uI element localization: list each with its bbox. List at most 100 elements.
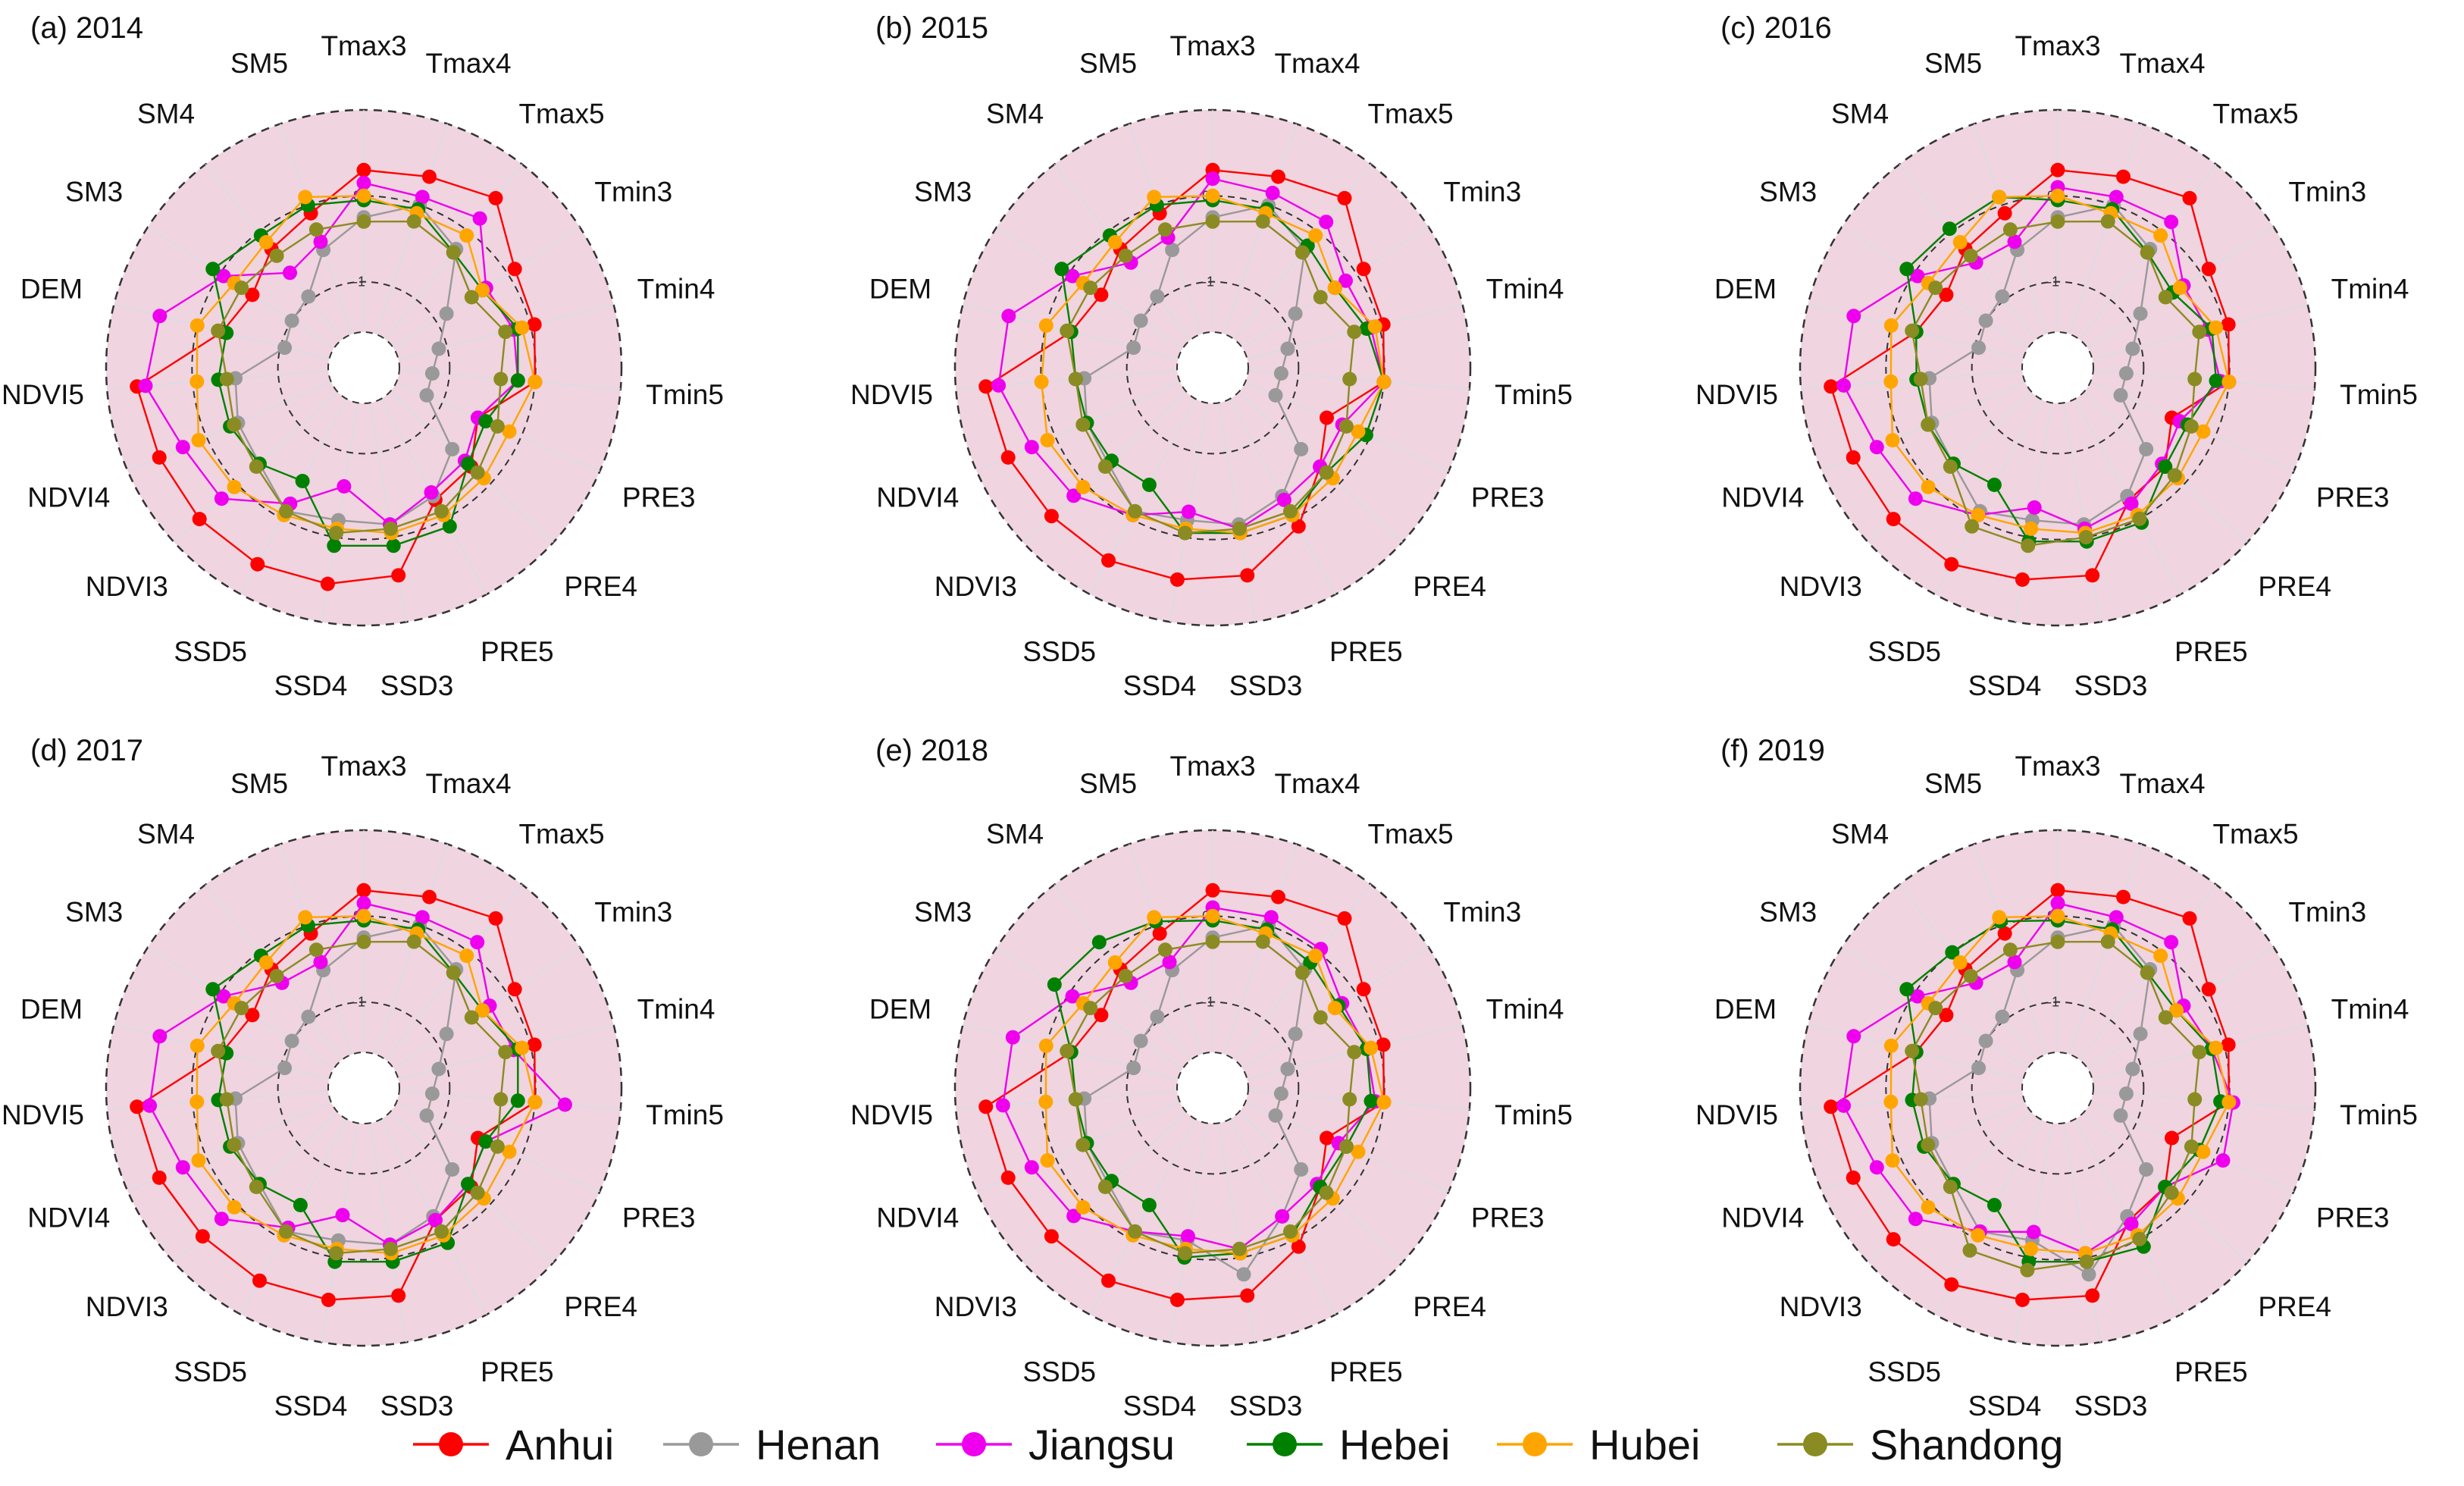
data-point-shandong [211, 323, 226, 338]
data-point-hubei [1883, 318, 1899, 333]
radar-center-hole [1176, 331, 1249, 404]
data-point-hubei [258, 955, 274, 970]
data-point-shandong [1232, 1241, 1247, 1256]
data-point-jiangsu [1001, 309, 1016, 324]
axis-label: Tmin5 [1495, 1099, 1573, 1130]
axis-label: Tmax3 [1169, 30, 1255, 61]
data-point-shandong [2100, 214, 2115, 229]
data-point-anhui [391, 1288, 406, 1303]
axis-label: SSD4 [1123, 1390, 1197, 1422]
axis-label: SM4 [986, 99, 1044, 130]
data-point-hebei [205, 262, 221, 277]
data-point-jiangsu [1162, 955, 1177, 970]
data-point-anhui [1356, 262, 1371, 277]
data-point-shandong [1338, 1139, 1354, 1154]
data-point-shandong [1295, 965, 1310, 980]
data-point-henan [1995, 289, 2010, 304]
data-point-jiangsu [2007, 955, 2022, 970]
data-point-henan [2125, 1061, 2140, 1077]
series-line-shandong [1911, 220, 2201, 547]
series-line-hebei [1053, 919, 1373, 1259]
axis-label: NDVI3 [935, 571, 1017, 602]
radar-spoke [1217, 403, 1256, 622]
legend-marker-shandong [1803, 1432, 1827, 1456]
data-point-anhui [1846, 450, 1861, 465]
radar-grid-ring [277, 1001, 451, 1175]
data-point-anhui [245, 1008, 260, 1023]
axis-label: Tmin3 [2288, 177, 2366, 208]
data-point-henan [2133, 306, 2148, 321]
data-point-hubei [1075, 479, 1091, 494]
data-point-shandong [2158, 290, 2173, 305]
data-point-shandong [498, 1045, 513, 1060]
axis-label: Tmin4 [1486, 994, 1564, 1025]
data-point-shandong [1913, 1092, 1928, 1107]
data-point-anhui [245, 287, 260, 303]
data-point-jiangsu [138, 378, 153, 393]
data-point-shandong [1963, 968, 1978, 983]
radar-panel: (d) 2017-10Tmax3Tmax4Tmax5Tmin3Tmin4Tmin… [2, 734, 724, 1422]
data-point-shandong [2187, 372, 2203, 387]
data-point-anhui [488, 911, 503, 926]
data-point-jiangsu [283, 265, 297, 281]
axis-label: NDVI4 [876, 482, 959, 513]
data-point-shandong [1913, 372, 1928, 387]
data-point-henan [2118, 1086, 2134, 1101]
data-point-shandong [1313, 1010, 1328, 1025]
data-point-jiangsu [1319, 215, 1334, 230]
axis-label: Tmax4 [1274, 48, 1360, 79]
radial-tick-label: -1 [353, 274, 365, 290]
data-point-hubei [1040, 1153, 1055, 1168]
data-point-anhui [1320, 1130, 1334, 1146]
axis-label: DEM [869, 994, 931, 1025]
data-point-anhui [1356, 982, 1371, 997]
data-point-henan [1133, 313, 1148, 328]
data-point-jiangsu [152, 1029, 168, 1044]
data-point-jiangsu [1910, 268, 1925, 284]
data-point-hebei [1141, 478, 1157, 492]
axis-label: PRE4 [564, 1291, 637, 1322]
data-point-hebei [510, 373, 525, 388]
axis-label: NDVI4 [27, 482, 110, 513]
data-point-jiangsu [427, 1212, 443, 1227]
axis-label: SSD4 [274, 670, 348, 701]
data-point-shandong [446, 965, 461, 980]
data-point-hubei [189, 374, 205, 389]
data-point-hubei [475, 1003, 490, 1018]
legend-marker-jiangsu [962, 1432, 986, 1456]
data-point-jiangsu [175, 1160, 190, 1175]
data-point-shandong [234, 1001, 249, 1016]
data-point-shandong [464, 1010, 479, 1025]
data-point-shandong [2078, 530, 2093, 545]
data-point-anhui [1271, 169, 1285, 184]
data-point-hubei [1971, 1227, 1986, 1243]
axis-label: SSD5 [1022, 636, 1096, 667]
data-point-shandong [2192, 1045, 2207, 1060]
data-point-shandong [1963, 248, 1978, 263]
data-point-anhui [1939, 1008, 1954, 1023]
data-point-jiangsu [216, 989, 231, 1004]
data-point-jiangsu [995, 1098, 1010, 1113]
data-point-shandong [2187, 1092, 2203, 1107]
data-point-jiangsu [424, 485, 439, 500]
axis-label: DEM [1714, 994, 1777, 1025]
axis-label: SSD5 [174, 636, 247, 667]
data-point-anhui [422, 889, 437, 904]
data-point-anhui [1000, 450, 1016, 465]
data-point-anhui [2182, 190, 2197, 205]
radar-panel: (e) 2018-10Tmax3Tmax4Tmax5Tmin3Tmin4Tmin… [850, 734, 1573, 1422]
axis-label: Tmin5 [1495, 379, 1573, 410]
data-point-shandong [406, 934, 421, 949]
axis-label: SM3 [1759, 177, 1817, 208]
data-point-henan [1273, 366, 1288, 381]
data-point-shandong [2132, 511, 2147, 526]
series-line-hubei [1889, 915, 2231, 1255]
data-point-hubei [475, 283, 490, 298]
data-point-jiangsu [1836, 1098, 1852, 1113]
data-point-jiangsu [2026, 1224, 2041, 1240]
data-point-anhui [2085, 1288, 2100, 1303]
data-point-jiangsu [2164, 935, 2179, 950]
axis-label: Tmin4 [637, 274, 715, 305]
data-point-hubei [1921, 479, 1936, 494]
data-point-hubei [1376, 375, 1392, 390]
